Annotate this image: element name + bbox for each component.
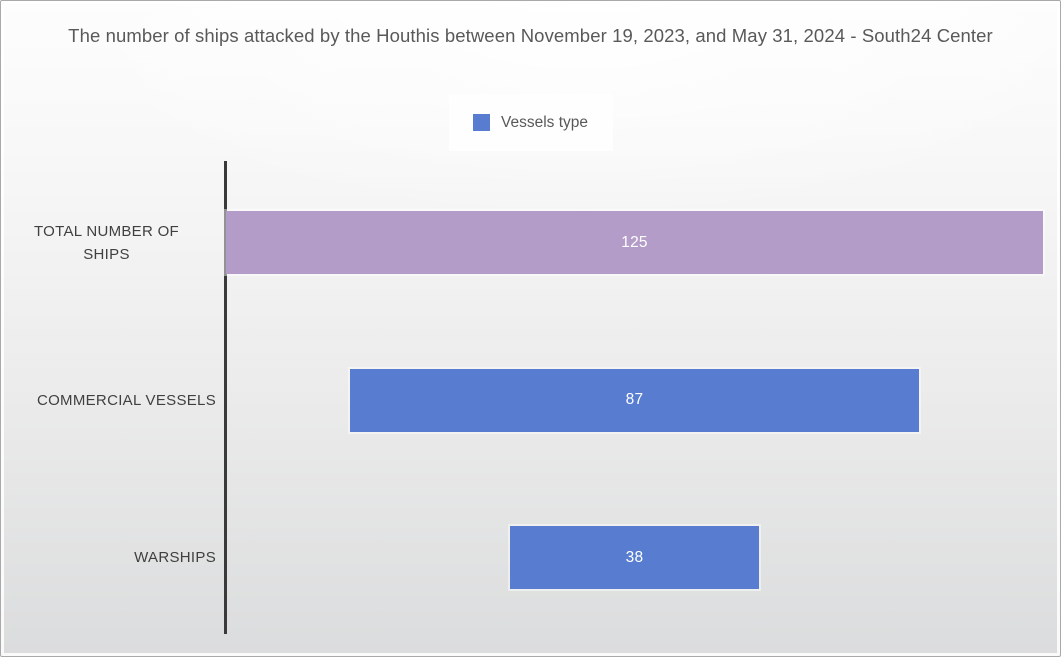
category-label: TOTAL NUMBER OF SHIPS <box>33 222 180 263</box>
category-axis-line <box>224 161 227 634</box>
bar-total-number-of-ships: 125 <box>226 211 1043 274</box>
category-label: COMMERCIAL VESSELS <box>36 391 216 409</box>
legend-swatch-icon <box>472 114 490 131</box>
bar-commercial-vessels: 87 <box>350 368 919 432</box>
bar-warships: 38 <box>510 526 759 589</box>
bar-value-label: 125 <box>621 233 648 251</box>
chart-title: The number of ships attacked by the Hout… <box>68 25 993 46</box>
legend-label: Vessels type <box>500 113 589 131</box>
bar-value-label: 38 <box>625 548 644 566</box>
bar-value-label: 87 <box>625 391 644 408</box>
category-label: WARSHIPS <box>134 549 216 566</box>
legend: Vessels type <box>448 94 613 151</box>
